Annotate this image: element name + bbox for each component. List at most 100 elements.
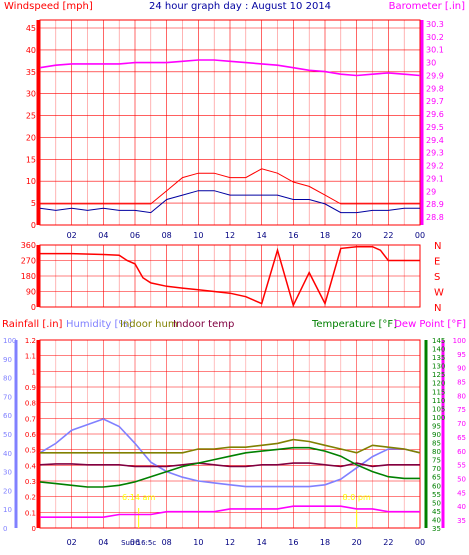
panel2-grid <box>36 244 421 308</box>
panel1-x-tick-label: 08 <box>162 231 172 240</box>
windspeed-axis-title: Windspeed [mph] <box>4 1 93 12</box>
sunrise-label: 6:14 am <box>122 493 155 502</box>
temperature-line <box>39 446 420 488</box>
indoor-temp-line <box>39 462 420 468</box>
labels-layer: 05101520253035404528.828.92929.129.229.3… <box>2 1 466 547</box>
panel1-x-tick-label: 00 <box>415 231 425 240</box>
rain-tick-label: 0.6 <box>25 431 37 439</box>
temperature-tick-label: 45 <box>432 508 441 516</box>
panel1-right-tick-label: 29.4 <box>426 136 444 145</box>
dewpoint-tick-label: 45 <box>457 489 466 497</box>
panel1-x-tick-label: 10 <box>193 231 203 240</box>
panel3-x-tick-label: 16 <box>288 538 298 547</box>
humidity-axis-title: Humidity [%] <box>66 319 132 330</box>
temperature-tick-label: 110 <box>432 397 445 405</box>
temperature-tick-label: 80 <box>432 448 441 456</box>
temperature-tick-label: 50 <box>432 499 441 507</box>
humidity-line <box>39 418 421 488</box>
panel1-right-tick-label: 30.1 <box>426 46 444 55</box>
temperature-tick-label: 40 <box>432 516 441 524</box>
panel3-x-tick-label: 18 <box>320 538 330 547</box>
panel1-left-tick-label: 40 <box>26 46 36 55</box>
panel2-left-tick-label: 270 <box>21 257 36 266</box>
indoor-temp-title: Indoor temp <box>173 319 234 330</box>
dewpoint-tick-label: 35 <box>457 517 466 525</box>
rainfall-axis-title: Rainfall [.in] <box>2 319 63 330</box>
panel2-compass-label: E <box>434 257 440 268</box>
humidity-tick-label: 60 <box>3 412 12 420</box>
gust-line <box>40 168 420 205</box>
panel1-frame <box>39 19 421 226</box>
panel1-x-tick-label: 20 <box>352 231 362 240</box>
panel1-left-tick-label: 15 <box>26 155 36 164</box>
temperature-tick-label: 85 <box>432 440 441 448</box>
series-layer <box>39 59 421 528</box>
humidity-tick-label: 20 <box>3 487 12 495</box>
temperature-tick-label: 135 <box>432 354 445 362</box>
dewpoint-tick-label: 60 <box>457 448 466 456</box>
panel1-right-tick-label: 28.9 <box>426 200 444 209</box>
panel1-x-tick-label: 22 <box>383 231 393 240</box>
dewpoint-tick-label: 65 <box>457 434 466 442</box>
rain-tick-label: 0.5 <box>25 447 36 455</box>
temperature-tick-label: 75 <box>432 457 441 465</box>
panel2-compass-label: W <box>434 288 444 299</box>
temperature-tick-label: 120 <box>432 380 445 388</box>
panel1-right-tick-label: 30 <box>426 59 436 68</box>
dewpoint-tick-label: 100 <box>453 337 466 345</box>
dewpoint-axis-title: Dew Point [°F] <box>394 319 466 330</box>
panel1-right-tick-label: 29.9 <box>426 71 444 80</box>
temperature-tick-label: 105 <box>432 405 445 413</box>
dewpoint-tick-label: 50 <box>457 475 466 483</box>
panel1-x-tick-label: 12 <box>225 231 235 240</box>
panel1-x-tick-label: 02 <box>67 231 77 240</box>
temperature-tick-label: 65 <box>432 474 441 482</box>
humidity-tick-label: 0 <box>3 525 7 533</box>
dewpoint-tick-label: 40 <box>457 503 466 511</box>
panel2-frame <box>39 244 421 308</box>
panel1-x-tick-label: 16 <box>288 231 298 240</box>
panel2-compass-label: S <box>434 272 440 283</box>
rain-tick-label: 0.3 <box>25 478 36 486</box>
panel1-x-tick-label: 06 <box>130 231 140 240</box>
rain-tick-label: 0.7 <box>25 415 36 423</box>
dewpoint-line <box>40 505 420 519</box>
panel1-x-tick-label: 04 <box>98 231 108 240</box>
humidity-tick-label: 80 <box>3 375 12 383</box>
humidity-tick-label: 30 <box>3 469 12 477</box>
temperature-tick-label: 70 <box>432 465 441 473</box>
panel1-right-tick-label: 29.6 <box>426 110 444 119</box>
dewpoint-tick-label: 75 <box>457 406 466 414</box>
panel2-left-tick-label: 360 <box>21 241 36 250</box>
dewpoint-tick-label: 80 <box>457 392 466 400</box>
indoor-humidity-line <box>40 438 421 454</box>
panel3-x-tick-label: 00 <box>415 538 425 547</box>
temperature-tick-label: 130 <box>432 363 445 371</box>
panel3-x-tick-label: 02 <box>67 538 77 547</box>
panel1-right-tick-label: 29.8 <box>426 84 444 93</box>
panel1-x-tick-label: 14 <box>257 231 267 240</box>
rain-tick-label: 0.2 <box>25 494 36 502</box>
panel1-right-tick-label: 30.3 <box>426 20 444 29</box>
rain-tick-label: 0.1 <box>25 509 36 517</box>
panel1-left-tick-label: 30 <box>26 90 36 99</box>
panel3-x-tick-label: 06 <box>130 538 140 547</box>
barometer-line <box>39 59 421 77</box>
temperature-axis-title: Temperature [°F] <box>311 319 397 330</box>
temperature-tick-label: 95 <box>432 422 441 430</box>
sun-caption: Sun 16:5c <box>121 539 156 547</box>
panel1-left-tick-label: 45 <box>26 24 36 33</box>
temperature-tick-label: 90 <box>432 431 441 439</box>
rain-tick-label: 0.9 <box>25 384 36 392</box>
rain-tick-label: 1 <box>32 368 36 376</box>
rain-tick-label: 0.8 <box>25 400 36 408</box>
panel3-x-tick-label: 12 <box>225 538 235 547</box>
temperature-tick-label: 60 <box>432 482 441 490</box>
panel2-compass-label: N <box>434 241 441 252</box>
temperature-tick-label: 115 <box>432 388 445 396</box>
panel1-right-tick-label: 29.5 <box>426 123 444 132</box>
panel3-x-tick-label: 04 <box>98 538 108 547</box>
panel1-x-tick-label: 18 <box>320 231 330 240</box>
